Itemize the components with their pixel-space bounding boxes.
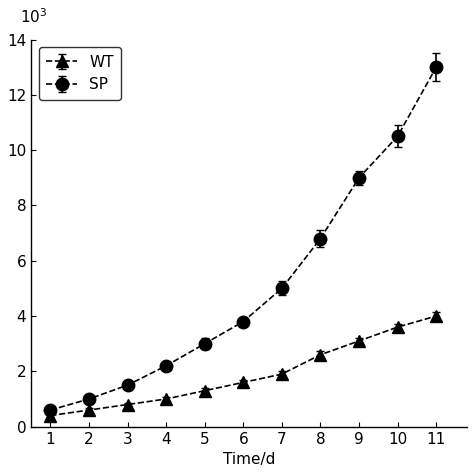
- X-axis label: Time/d: Time/d: [223, 452, 275, 467]
- Text: 10$^3$: 10$^3$: [20, 7, 47, 26]
- Legend: WT, SP: WT, SP: [39, 47, 121, 100]
